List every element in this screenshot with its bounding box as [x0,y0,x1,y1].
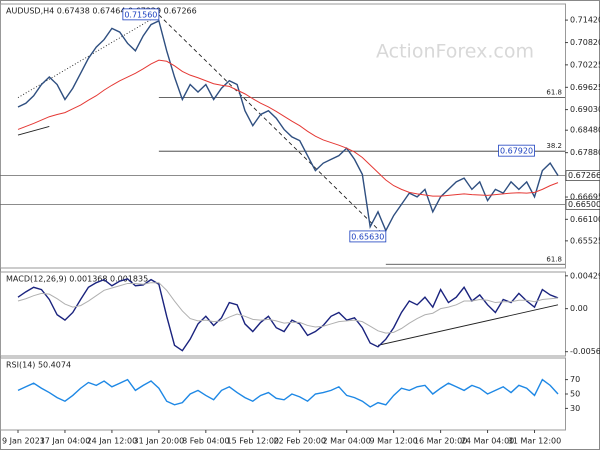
y-tick-label: 70 [570,375,580,384]
x-tick-label: 15 Feb 12:00 [227,437,279,446]
x-tick-label: 16 Mar 20:00 [414,437,467,446]
axis-marker-box [565,170,600,182]
series-line [17,278,559,352]
watermark: ActionForex.com [376,41,534,63]
panel-title: MACD(12,26,9) 0.001368 0.001835 [6,275,148,284]
x-tick-label: 31 Jan 20:00 [134,437,185,446]
price-label-box [349,230,387,243]
x-tick-label: 9 Mar 12:00 [369,437,417,446]
y-tick-label: 0.004299 [570,271,600,280]
axis-marker-label: 0.67266 [568,171,600,180]
x-tick-label: 2 Mar 04:00 [323,437,371,446]
trendline [158,14,387,238]
y-tick-label: 0.68480 [570,126,600,135]
x-tick-label: 24 Jan 12:00 [87,437,138,446]
y-tick-label: 0.66100 [570,215,600,224]
x-tick-label: 24 Mar 04:00 [461,437,514,446]
y-tick-label: 0.71420 [570,16,600,25]
trendline [377,304,559,346]
panel [0,3,566,269]
price-label: 0.67920 [500,147,533,156]
y-tick-label: -0.005636 [570,347,600,356]
y-tick-label: 0.70225 [570,60,600,69]
series-line [17,19,559,233]
price-label: 0.65630 [351,232,384,241]
fib-label: 61.8 [546,89,562,97]
fib-label: 61.8 [546,255,562,263]
x-tick-label: 31 Mar 12:00 [508,437,561,446]
trendline [17,126,50,136]
y-tick-label: 30 [570,404,580,413]
y-tick-label: 0.66695 [570,193,600,202]
x-tick-label: 22 Feb 20:00 [273,437,325,446]
y-tick-label: 0.00 [570,304,588,313]
series-line [17,282,559,334]
panel-title: RSI(14) 50.4074 [6,361,71,370]
x-tick-label: 9 Jan 2023 [2,437,45,446]
panel-title: AUDUSD,H4 0.67438 0.67464 0.67229 0.6726… [6,7,197,16]
series-line [17,378,559,408]
y-tick-label: 0.67880 [570,148,600,157]
fib-label: 38.2 [546,142,562,150]
price-label: 0.71560 [124,10,157,19]
y-tick-label: 50 [570,390,580,399]
x-tick-label: 8 Feb 04:00 [182,437,229,446]
axis-marker-box [565,198,600,210]
x-tick-label: 17 Jan 04:00 [40,437,91,446]
y-tick-label: 0.69625 [570,83,600,92]
y-tick-label: 0.65525 [570,236,600,245]
y-tick-label: 0.70820 [570,38,600,47]
panel [0,271,566,357]
series-line [17,59,559,197]
price-label-box [122,8,160,21]
y-tick-label: 0.69030 [570,105,600,114]
axis-marker-label: 0.66500 [568,200,600,209]
price-label-box [498,144,535,157]
